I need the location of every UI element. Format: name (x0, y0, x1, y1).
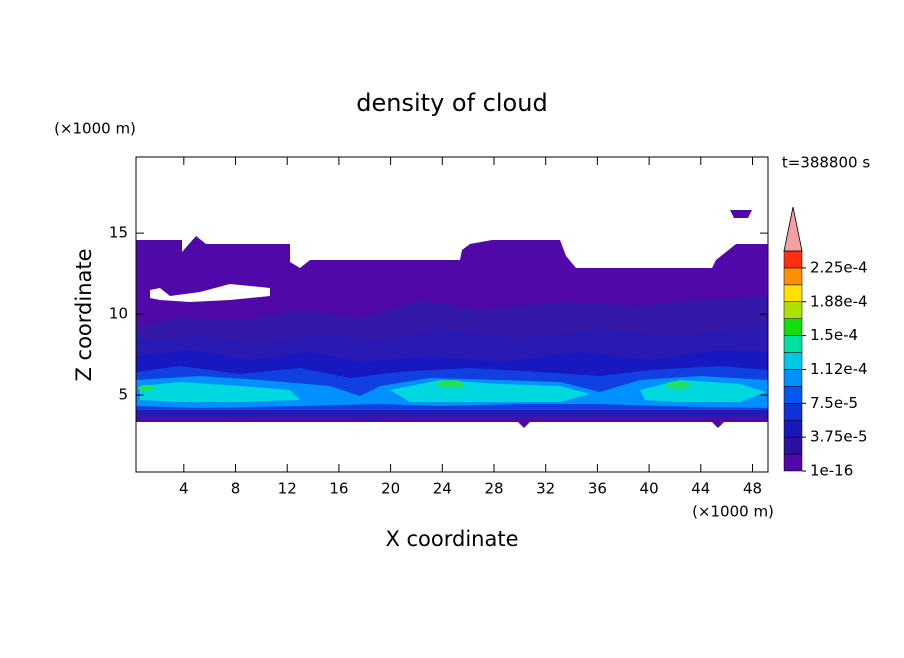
colorbar-tick-label: 1.88e-4 (810, 292, 868, 310)
colorbar-box (783, 419, 803, 438)
y-tick-label: 15 (109, 224, 128, 242)
x-tick-label: 20 (381, 480, 400, 498)
x-tick-label: 32 (536, 480, 555, 498)
colorbar-box (783, 369, 803, 387)
colorbar-box (783, 318, 803, 336)
colorbar-box (783, 284, 803, 303)
y-unit: (×1000 m) (54, 120, 136, 138)
colorbar-box (783, 403, 803, 421)
x-tick-label: 12 (278, 480, 297, 498)
colorbar-box (783, 436, 803, 455)
colorbar-box (783, 301, 803, 319)
x-tick-label: 40 (640, 480, 659, 498)
colorbar-box (783, 352, 803, 370)
y-tick-label: 10 (109, 305, 128, 323)
x-tick-label: 8 (231, 480, 241, 498)
colorbar-extend (783, 206, 803, 252)
colorbar-tick-label: 1.5e-4 (810, 326, 858, 344)
x-tick-label: 16 (329, 480, 348, 498)
x-axis-label: X coordinate (385, 527, 518, 551)
y-axis-label: Z coordinate (72, 248, 96, 381)
colorbar-box (783, 335, 803, 353)
colorbar-box (783, 386, 803, 404)
y-tick-label: 5 (118, 386, 128, 404)
colorbar-box (783, 453, 803, 472)
colorbar-tick-label: 7.5e-5 (810, 394, 858, 412)
x-tick-label: 48 (743, 480, 762, 498)
colorbar-tick-label: 3.75e-5 (810, 428, 868, 446)
colorbar-tick-label: 2.25e-4 (810, 258, 868, 276)
colorbar-box (783, 250, 803, 269)
x-unit: (×1000 m) (692, 503, 774, 521)
x-tick-label: 44 (691, 480, 710, 498)
chart-title: density of cloud (356, 89, 547, 117)
colorbar-tick-label: 1.12e-4 (810, 360, 868, 378)
contour-field (136, 210, 768, 428)
colorbar-tick-label: 1e-16 (810, 462, 853, 480)
colorbar-box (783, 267, 803, 286)
x-tick-label: 24 (433, 480, 452, 498)
time-annotation: t=388800 s (782, 154, 870, 172)
x-tick-label: 36 (588, 480, 607, 498)
x-tick-label: 28 (484, 480, 503, 498)
x-tick-label: 4 (179, 480, 189, 498)
